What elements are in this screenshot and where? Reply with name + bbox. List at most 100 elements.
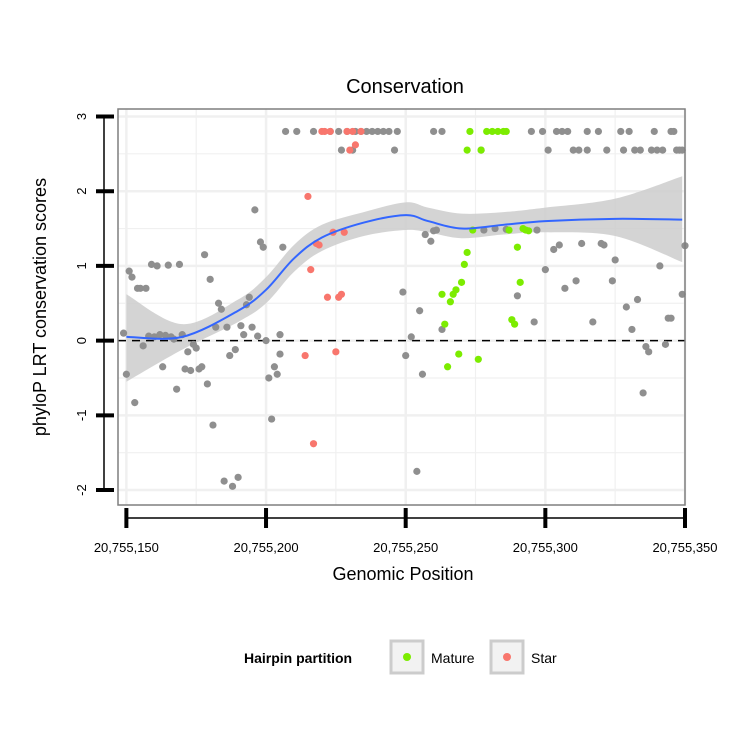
- point-other: [678, 290, 686, 298]
- point-mature: [477, 146, 485, 154]
- point-star: [321, 127, 329, 136]
- point-other: [147, 260, 156, 269]
- point-star: [349, 127, 357, 136]
- point-mature: [511, 320, 519, 328]
- point-star: [337, 290, 346, 298]
- point-other: [541, 266, 549, 274]
- point-other: [530, 318, 538, 326]
- point-other: [173, 385, 181, 393]
- panel-border: [117, 108, 686, 506]
- point-other: [184, 348, 192, 356]
- point-star: [304, 192, 312, 201]
- point-other: [248, 323, 256, 331]
- point-other: [293, 127, 301, 136]
- point-other: [578, 239, 586, 248]
- point-other: [622, 303, 630, 311]
- point-other: [438, 127, 446, 136]
- point-other: [636, 146, 644, 154]
- point-other: [418, 370, 427, 378]
- point-mature: [457, 278, 466, 286]
- point-other: [159, 363, 167, 371]
- x-axis: 20,755,150 20,755,200 20,755,250 20,755,300…: [94, 508, 718, 555]
- x-tick-label: 20,755,250: [373, 540, 438, 555]
- point-star: [301, 351, 309, 360]
- point-mature: [466, 127, 474, 136]
- point-other: [337, 146, 346, 154]
- point-other: [639, 389, 647, 397]
- point-other: [251, 206, 259, 214]
- point-other: [220, 477, 228, 485]
- point-other: [270, 363, 279, 371]
- y-axis-title: phyloP LRT conservation scores: [30, 178, 50, 436]
- y-tick-label: 3: [74, 113, 89, 120]
- point-star: [346, 146, 354, 154]
- point-other: [119, 329, 128, 337]
- point-other: [254, 332, 262, 340]
- point-other: [645, 348, 653, 356]
- point-other: [583, 127, 591, 136]
- point-other: [240, 331, 248, 339]
- data-points: [119, 127, 689, 490]
- point-other: [268, 415, 276, 423]
- y-tick-label: 1: [74, 262, 89, 269]
- point-other: [164, 261, 172, 269]
- point-other: [402, 351, 410, 360]
- point-other: [226, 351, 234, 360]
- point-other: [558, 127, 566, 136]
- point-star: [357, 127, 365, 136]
- point-star: [332, 348, 340, 356]
- point-other: [200, 251, 209, 259]
- point-other: [552, 127, 561, 136]
- x-tick-label: 20,755,300: [513, 540, 578, 555]
- point-other: [125, 267, 133, 275]
- point-other: [399, 288, 407, 296]
- y-tick-label: -2: [74, 484, 89, 496]
- point-other: [564, 127, 572, 136]
- legend-dot-star: [503, 653, 511, 661]
- legend-label-mature: Mature: [431, 650, 475, 666]
- point-other: [427, 237, 435, 245]
- plot-panel: [117, 108, 689, 506]
- point-other: [259, 243, 267, 251]
- point-other: [513, 292, 522, 300]
- legend: Hairpin partition Mature Star: [244, 639, 557, 675]
- y-tick-label: -1: [74, 410, 89, 422]
- point-mature: [455, 350, 463, 358]
- point-other: [142, 284, 150, 292]
- point-other: [544, 146, 552, 154]
- point-other: [603, 146, 611, 154]
- point-other: [583, 146, 591, 154]
- point-other: [136, 284, 144, 292]
- legend-label-star: Star: [531, 650, 557, 666]
- point-other: [430, 127, 438, 136]
- point-mature: [505, 226, 513, 234]
- point-star: [323, 293, 332, 301]
- point-other: [265, 374, 273, 382]
- point-other: [276, 350, 284, 358]
- legend-item-star: Star: [489, 639, 557, 675]
- point-other: [667, 127, 675, 136]
- point-other: [600, 241, 608, 249]
- point-other: [276, 331, 284, 339]
- point-other: [192, 344, 200, 352]
- point-other: [187, 366, 195, 375]
- point-other: [212, 323, 220, 331]
- point-mature: [443, 363, 452, 371]
- point-mature: [524, 227, 533, 235]
- y-axis: -2 -1 0 1 2 3: [74, 113, 114, 496]
- point-mature: [460, 260, 468, 269]
- point-mature: [463, 146, 471, 154]
- point-other: [161, 331, 170, 339]
- point-other: [533, 226, 541, 234]
- point-other: [656, 262, 664, 270]
- point-other: [589, 318, 597, 326]
- point-star: [351, 141, 360, 149]
- point-other: [279, 243, 287, 251]
- smooth-trend-line: [126, 214, 683, 340]
- point-mature: [502, 127, 510, 136]
- point-other: [128, 273, 136, 281]
- point-other: [393, 127, 401, 136]
- point-other: [374, 127, 382, 136]
- point-other: [385, 127, 393, 136]
- point-other: [379, 127, 387, 136]
